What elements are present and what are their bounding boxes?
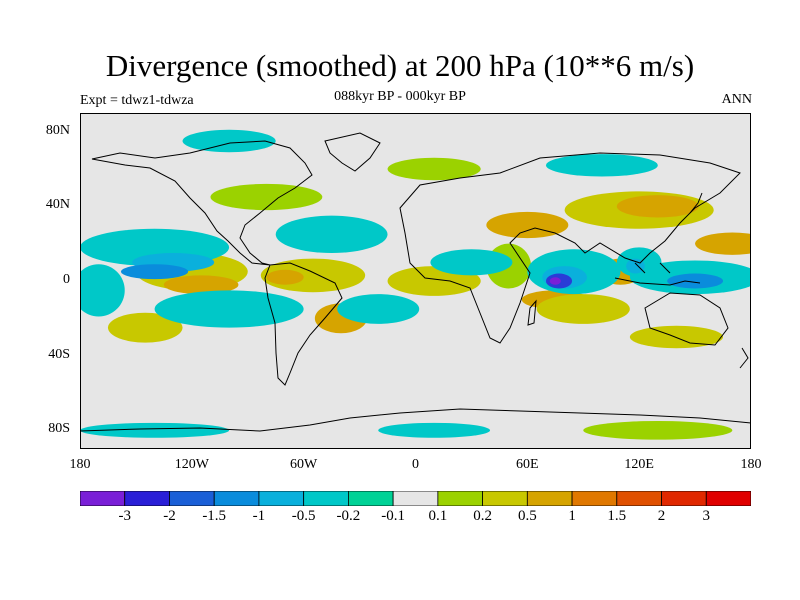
colorbar-label: 0.1	[428, 508, 448, 524]
convergence-region-22	[121, 264, 189, 280]
colorbar-box-7	[392, 491, 439, 506]
experiment-label: Expt = tdwz1-tdwza	[80, 93, 194, 108]
convergence-region-29	[667, 273, 724, 289]
divergence-region-14	[629, 325, 724, 349]
colorbar-box-8	[437, 491, 484, 506]
convergence-region-27	[549, 277, 561, 285]
colorbar-box-2	[169, 491, 215, 506]
time-period-label: 088kyr BP - 000kyr BP	[334, 89, 466, 104]
colorbar-box-6	[347, 491, 394, 506]
coast-australia	[644, 292, 729, 346]
lon-label-180: 180	[740, 457, 762, 472]
divergence-region-8	[536, 294, 630, 324]
coast-japan	[689, 192, 703, 214]
convergence-region-23	[430, 249, 513, 276]
colorbar-box-12	[616, 491, 662, 506]
lon-label-60W: 60W	[290, 457, 318, 472]
convergence-region-21	[275, 215, 388, 253]
convergence-region-30	[80, 264, 125, 317]
colorbar-label: -1.5	[202, 508, 227, 524]
divergence-region-11	[616, 195, 699, 218]
colorbar-box-4	[258, 491, 305, 506]
colorbar	[80, 491, 751, 506]
colorbar-box-11	[571, 491, 618, 506]
colorbar-box-9	[482, 491, 528, 506]
convergence-region-32	[337, 294, 420, 324]
colorbar-box-0	[80, 491, 126, 506]
colorbar-label: -3	[118, 508, 131, 524]
coast-greenland	[324, 132, 381, 172]
colorbar-label: 3	[702, 508, 711, 524]
lat-label-40N: 40N	[45, 197, 70, 213]
lon-label-180: 180	[69, 457, 91, 472]
divergence-region-1	[163, 275, 239, 295]
coast-north-america	[91, 140, 313, 266]
divergence-region-13	[695, 232, 751, 255]
convergence-region-36	[378, 422, 491, 438]
colorbar-label: 1	[568, 508, 576, 524]
colorbar-box-13	[661, 491, 707, 506]
convergence-region-33	[182, 129, 276, 153]
convergence-region-34	[545, 154, 658, 177]
colorbar-label: 0.5	[517, 508, 537, 524]
lat-label-0: 0	[63, 272, 70, 287]
plot-title: Divergence (smoothed) at 200 hPa (10**6 …	[105, 48, 695, 83]
colorbar-label: -2	[163, 508, 176, 524]
colorbar-label: 0.2	[473, 508, 492, 524]
colorbar-label: -0.1	[381, 508, 405, 524]
colorbar-label: -0.2	[336, 508, 361, 524]
season-label: ANN	[721, 92, 752, 107]
coast-south-america	[264, 262, 343, 386]
lat-label-80N: 80N	[45, 122, 70, 138]
coast-indonesia	[614, 262, 701, 286]
coast-antarctica	[80, 408, 751, 432]
lon-label-60E: 60E	[516, 457, 539, 472]
contour-fields	[80, 129, 751, 440]
lat-label-40S: 40S	[48, 346, 70, 362]
coast-new-zealand	[739, 347, 749, 369]
colorbar-box-10	[526, 491, 573, 506]
map-frame	[80, 113, 751, 449]
divergence-region-3	[266, 269, 304, 285]
lon-label-120W: 120W	[174, 457, 209, 472]
coastlines	[80, 132, 751, 432]
lat-label-80S: 80S	[48, 421, 70, 437]
divergence-region-17	[387, 157, 481, 181]
lon-label-0: 0	[412, 457, 419, 472]
colorbar-box-14	[705, 491, 751, 506]
coast-madagascar	[527, 299, 537, 326]
map-plot	[80, 113, 751, 449]
divergence-region-9	[486, 211, 569, 239]
colorbar-label: 1.5	[607, 508, 627, 524]
colorbar-label: -0.5	[291, 508, 316, 524]
divergence-region-5	[107, 312, 183, 343]
colorbar-label: 2	[657, 508, 666, 524]
colorbar-label: -1	[252, 508, 266, 524]
colorbar-box-3	[213, 491, 260, 506]
divergence-region-15	[210, 183, 323, 211]
colorbar-box-5	[303, 491, 349, 506]
lon-label-120E: 120E	[624, 457, 654, 472]
coast-africa-eurasia	[399, 152, 741, 344]
divergence-region-18	[583, 421, 733, 440]
convergence-region-31	[154, 290, 304, 328]
convergence-region-35	[80, 422, 230, 438]
colorbar-box-1	[124, 491, 170, 506]
